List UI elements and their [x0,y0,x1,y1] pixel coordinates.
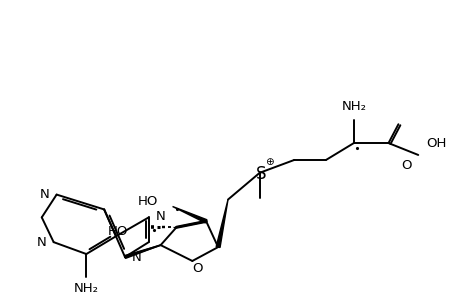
Text: ⊕: ⊕ [265,157,274,167]
Text: N: N [132,251,141,265]
Text: S: S [255,165,265,183]
Polygon shape [216,200,228,247]
Polygon shape [172,206,207,223]
Polygon shape [124,245,160,258]
Text: HO: HO [107,225,128,238]
Text: O: O [192,262,202,275]
Text: O: O [400,159,411,172]
Text: N: N [37,236,47,249]
Text: NH₂: NH₂ [341,100,365,113]
Text: HO: HO [137,195,157,208]
Text: N: N [40,188,50,201]
Text: NH₂: NH₂ [74,282,99,295]
Text: N: N [155,210,165,223]
Text: OH: OH [425,136,445,150]
